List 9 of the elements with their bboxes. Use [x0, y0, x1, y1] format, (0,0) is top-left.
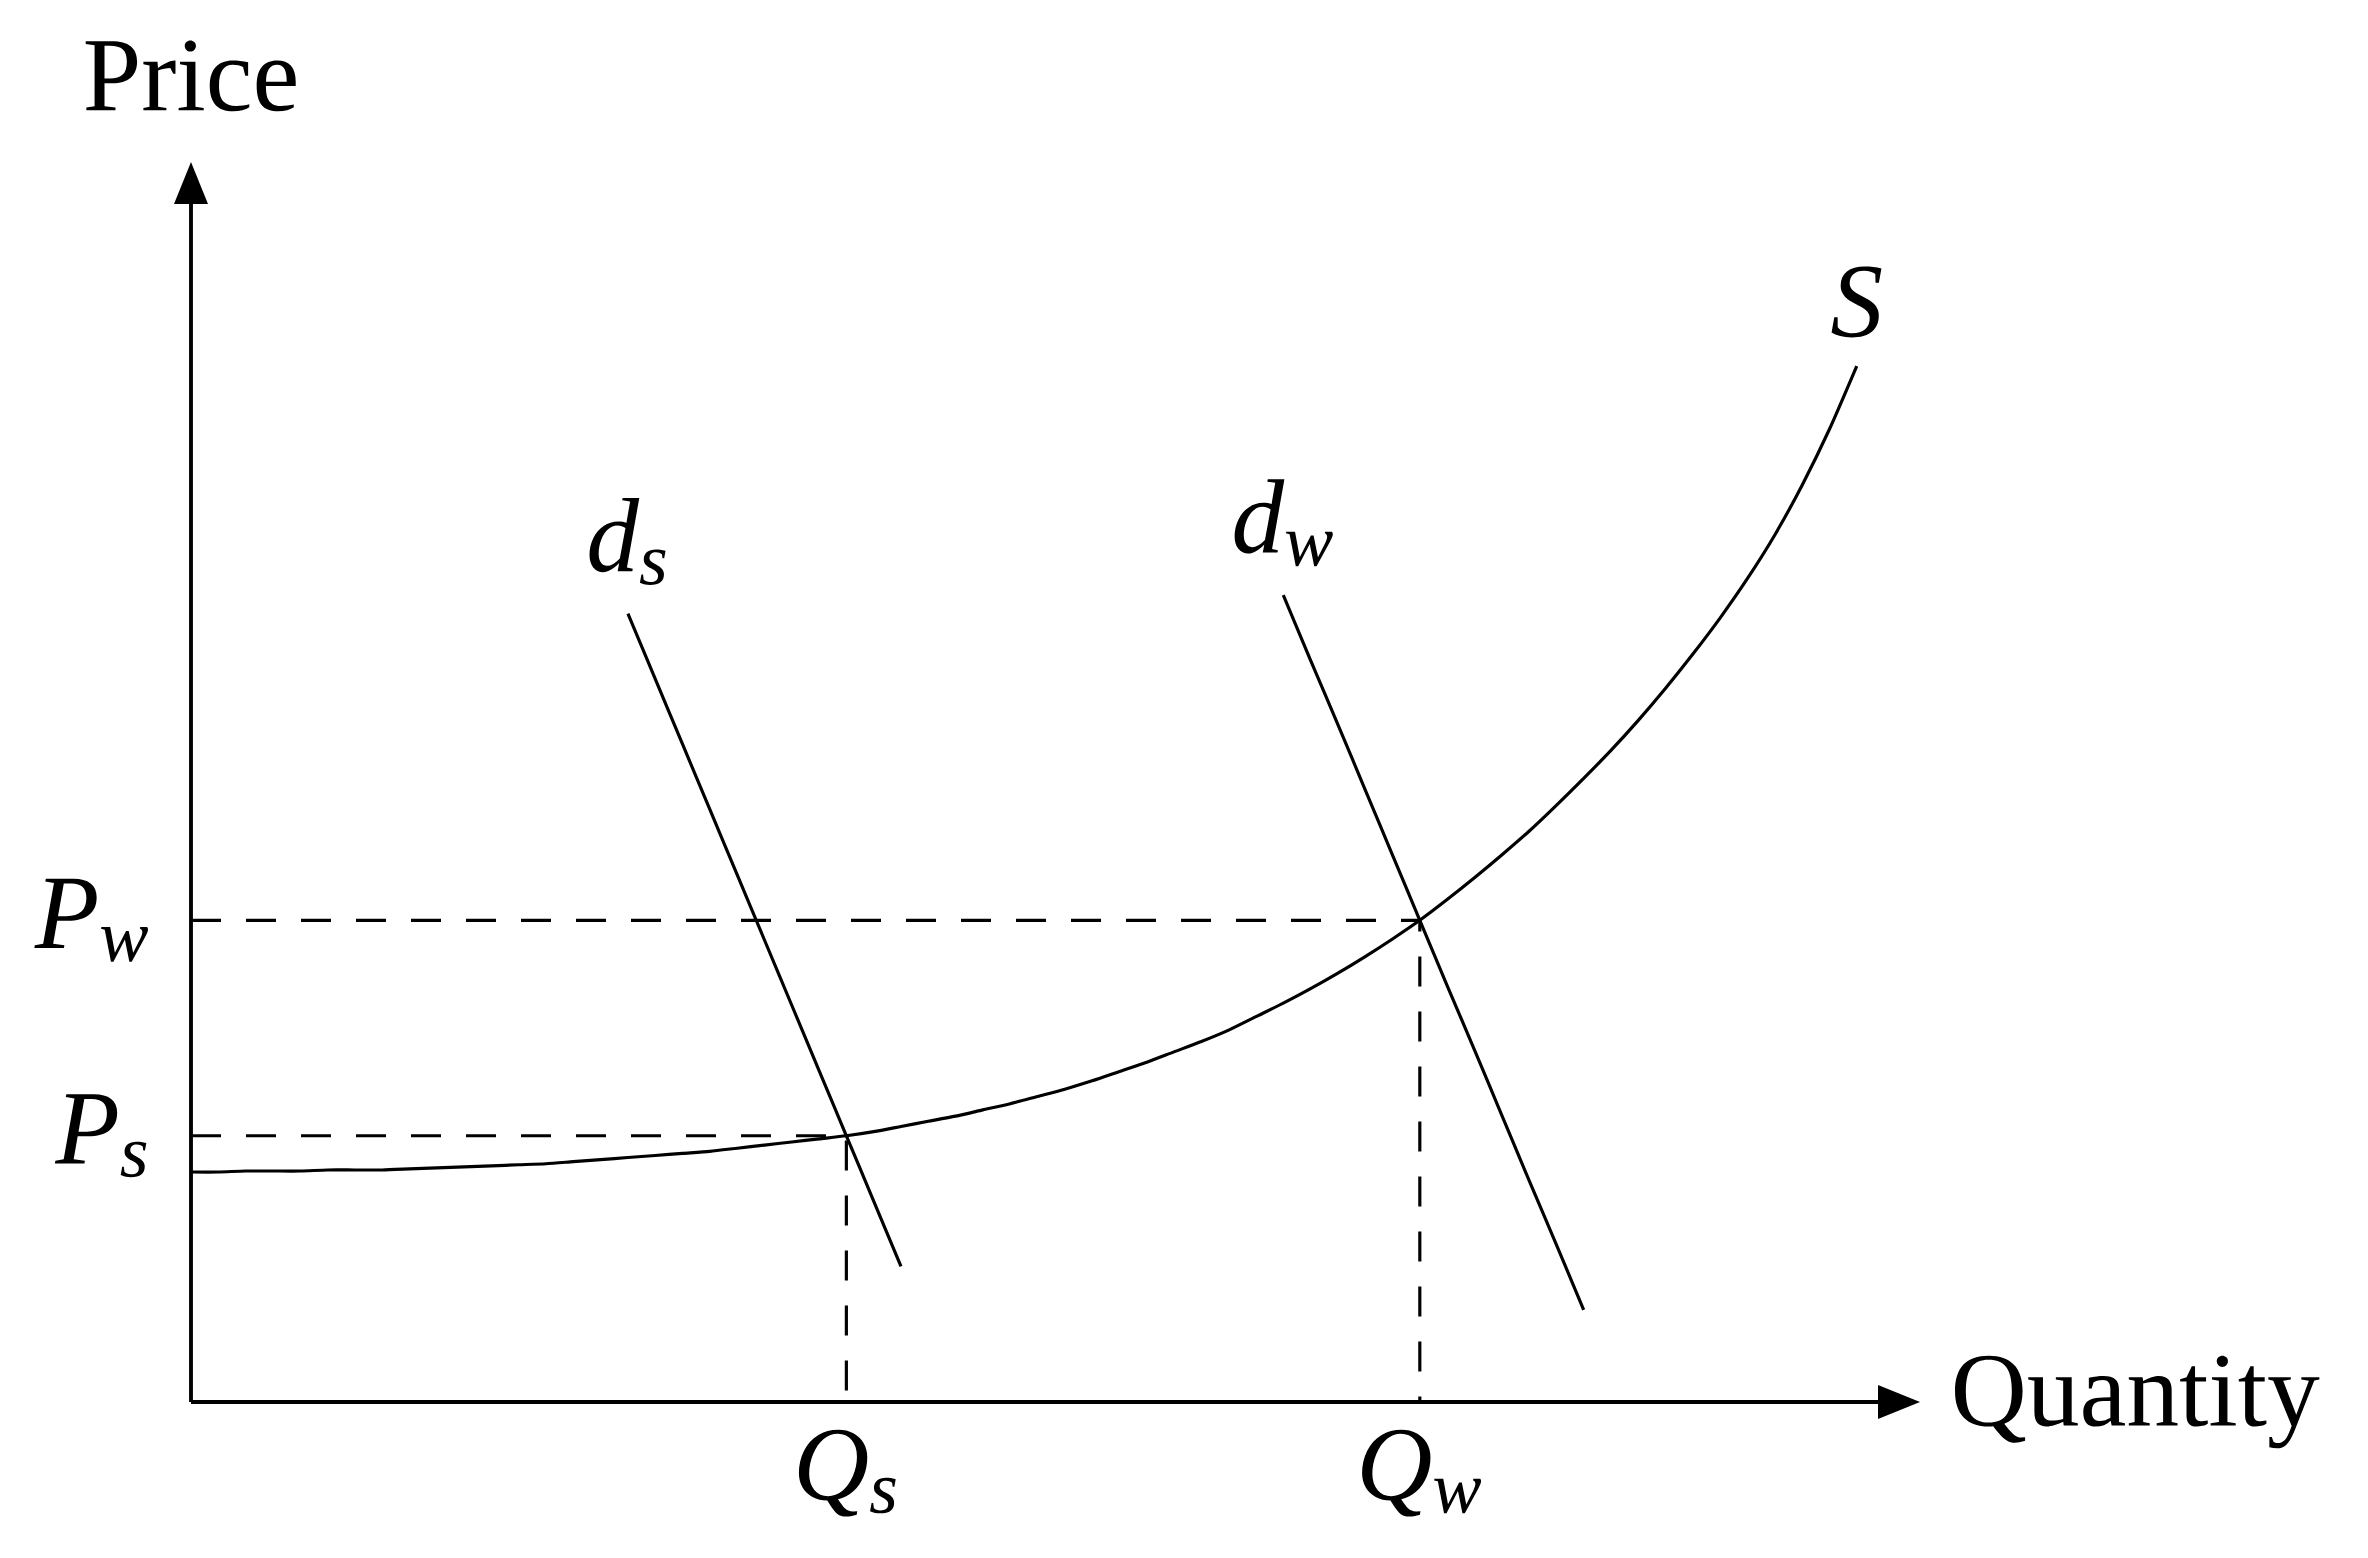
- series-label: d$_{w}$: [1234, 479, 1333, 567]
- x-tick-label: Q$_{w}$: [1362, 1429, 1482, 1517]
- series-label: S: [1831, 266, 1882, 338]
- x-axis-title: Quantity: [1955, 1355, 2320, 1449]
- series-label: P$_{s}$: [54, 1094, 147, 1178]
- x-tick-label: Q$_{s}$: [798, 1429, 896, 1517]
- y-axis-title: Price: [85, 40, 296, 112]
- series-label: d$_{s}$: [589, 497, 666, 585]
- series-label: P$_{w}$: [34, 878, 148, 962]
